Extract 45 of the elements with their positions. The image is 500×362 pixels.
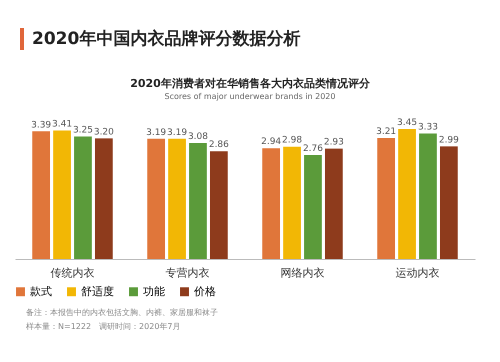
data-label: 3.25: [72, 126, 93, 136]
bar: [419, 134, 437, 259]
bar: [210, 151, 228, 259]
data-label: 3.19: [146, 128, 166, 138]
bar: [189, 142, 207, 259]
data-label: 3.45: [397, 118, 418, 128]
x-tick-label: 专营内衣: [166, 266, 210, 280]
bar: [440, 146, 458, 259]
bar: [94, 138, 113, 259]
legend-label: 价格: [193, 284, 216, 298]
text: 样本量：N=1222 调研时间：2020年7月: [26, 321, 182, 332]
data-label: 3.19: [167, 128, 188, 138]
data-label: 3.08: [188, 132, 208, 142]
bar: [168, 138, 186, 259]
data-label: 3.20: [94, 127, 114, 138]
data-label: 3.33: [418, 122, 438, 133]
bar: [283, 146, 301, 259]
bar: [398, 129, 416, 259]
bar: [147, 138, 166, 259]
bar: [53, 130, 71, 259]
x-tick-label: 网络内衣: [280, 266, 324, 280]
bar: [304, 155, 322, 259]
bar: [74, 136, 92, 259]
bar: [324, 148, 343, 259]
x-tick-label: 运动内衣: [396, 266, 440, 280]
data-label: 3.39: [31, 120, 52, 130]
bar: [377, 138, 396, 259]
legend-label: 款式: [30, 284, 52, 298]
x-tick-label: 传统内衣: [50, 266, 94, 280]
data-label: 2.93: [324, 138, 344, 148]
chart-subtitle: 2020年消费者对在华销售各大内衣品类情况评分: [129, 76, 371, 91]
data-label: 2.86: [208, 140, 230, 150]
bar: [32, 131, 50, 259]
data-label: 2.99: [438, 135, 460, 146]
legend-label: 舒适度: [81, 284, 114, 298]
data-label: 2.76: [302, 144, 324, 154]
data-label: 2.94: [261, 137, 282, 148]
bar: [262, 148, 280, 259]
text: Scores of major underwear brands in 2020: [164, 92, 336, 101]
data-label: 3.21: [376, 127, 396, 138]
data-label: 3.41: [52, 120, 72, 130]
data-label: 2.98: [282, 136, 302, 146]
chart-title: 2020年中国内衣品牌评分数据分析: [20, 28, 300, 50]
text: 备注：本报告中的内衣包括文胸、内裤、家居服和袜子: [26, 307, 219, 318]
legend-label: 功能: [143, 284, 165, 298]
